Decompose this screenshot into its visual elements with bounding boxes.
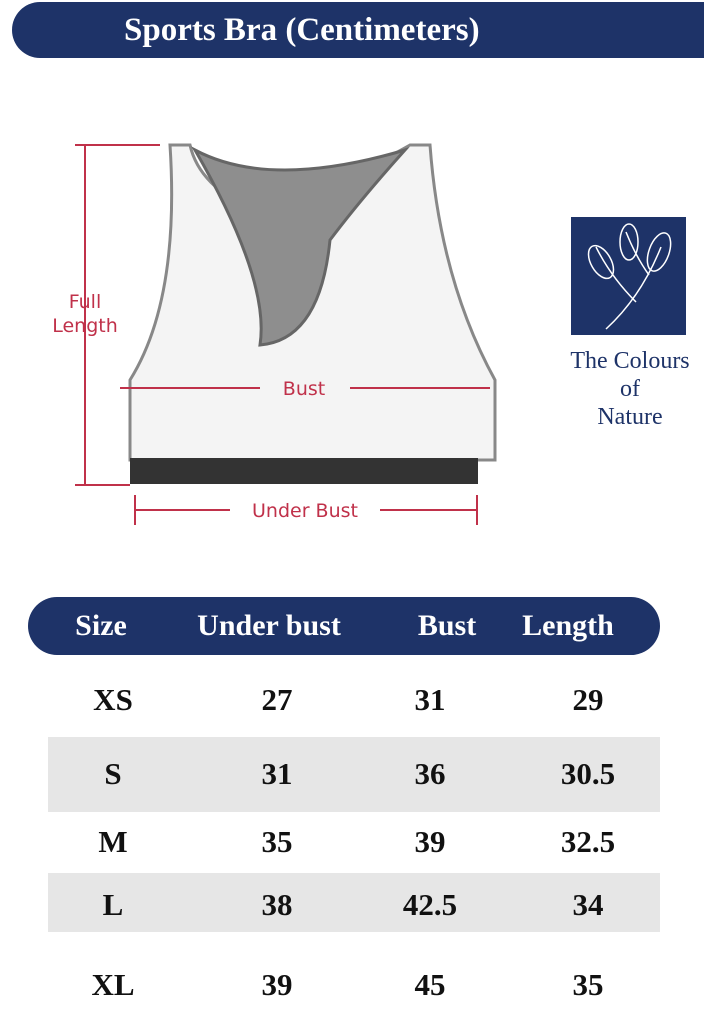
sports-bra-diagram: Full Length Bust Under Bust <box>52 143 497 525</box>
sports-bra-illustration <box>128 143 497 484</box>
bust-label: Bust <box>283 378 325 400</box>
size-cell: L <box>102 887 124 922</box>
bust-cell: 45 <box>414 967 446 1002</box>
bust-cell: 39 <box>414 824 446 859</box>
brand-name-line2: of <box>620 376 640 402</box>
table-row: L 38 42.5 34 <box>0 885 704 925</box>
header-under-bust: Under bust <box>197 609 341 642</box>
header-bust: Bust <box>417 609 477 642</box>
header-length: Length <box>522 609 614 642</box>
under-bust-cell: 27 <box>261 682 293 717</box>
table-row: S 31 36 30.5 <box>0 754 704 794</box>
size-table-header: Size Under bust Bust Length <box>28 597 660 655</box>
table-row: M 35 39 32.5 <box>0 822 704 862</box>
brand-name-line1: The Colours <box>570 348 690 374</box>
bust-cell: 42.5 <box>402 887 458 922</box>
row-band <box>48 737 660 812</box>
bust-cell: 36 <box>414 756 446 791</box>
under-bust-label: Under Bust <box>252 500 358 522</box>
under-bust-cell: 39 <box>261 967 293 1002</box>
table-row: XL 39 45 35 <box>0 965 704 1005</box>
size-cell: M <box>98 824 128 859</box>
under-bust-cell: 38 <box>261 887 293 922</box>
full-length-label: Full <box>69 291 102 313</box>
size-cell: S <box>104 756 122 791</box>
length-cell: 34 <box>572 887 604 922</box>
table-row: XS 27 31 29 <box>0 680 704 720</box>
brand-logo <box>571 217 686 335</box>
row-band <box>48 873 660 932</box>
full-length-label-2: Length <box>52 315 118 337</box>
size-cell: XL <box>91 967 135 1002</box>
length-cell: 35 <box>572 967 604 1002</box>
length-cell: 29 <box>572 682 604 717</box>
header-size: Size <box>75 609 127 642</box>
length-cell: 32.5 <box>560 824 616 859</box>
bust-cell: 31 <box>414 682 446 717</box>
brand-name-line3: Nature <box>597 404 663 430</box>
under-bust-cell: 35 <box>261 824 293 859</box>
page-title: Sports Bra (Centimeters) <box>12 2 704 58</box>
under-bust-cell: 31 <box>261 756 293 791</box>
size-cell: XS <box>93 682 133 717</box>
length-cell: 30.5 <box>560 756 616 791</box>
